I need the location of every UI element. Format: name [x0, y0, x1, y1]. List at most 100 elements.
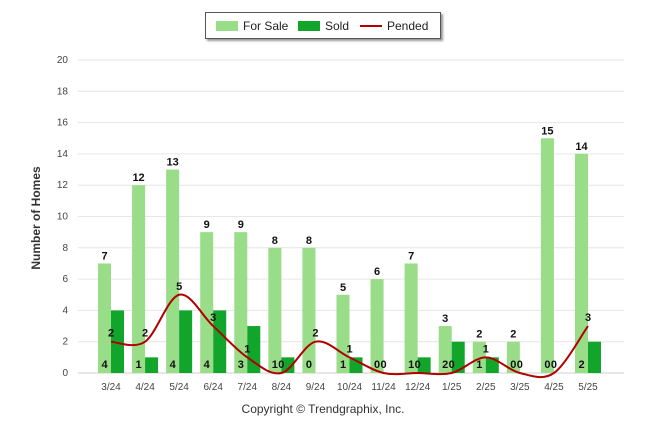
legend-label-sold: Sold [325, 19, 350, 33]
bar-sold [417, 357, 431, 373]
bar-for-sale [166, 169, 180, 373]
y-tick-label: 6 [62, 274, 68, 285]
legend-label-pended: Pended [387, 19, 429, 33]
x-tick-label: 5/24 [169, 382, 189, 393]
data-label-sold: 1 [408, 359, 414, 371]
x-tick-label: 1/25 [442, 382, 462, 393]
data-label-pended: 1 [483, 343, 489, 355]
data-label-for-sale: 8 [306, 235, 312, 247]
y-tick-label: 4 [62, 305, 68, 316]
data-label-pended: 3 [585, 312, 591, 324]
bar-for-sale [336, 294, 350, 373]
data-label-sold: 2 [442, 359, 448, 371]
data-label-pended: 0 [517, 359, 523, 371]
bar-for-sale [132, 185, 146, 373]
data-label-sold: 0 [374, 359, 380, 371]
x-tick-label: 10/24 [337, 382, 362, 393]
x-tick-label: 4/25 [544, 382, 564, 393]
x-tick-label: 9/24 [306, 382, 326, 393]
bars [98, 138, 601, 373]
data-label-pended: 2 [142, 328, 148, 340]
data-label-sold: 4 [204, 359, 211, 371]
x-tick-label: 11/24 [371, 382, 396, 393]
bar-sold [588, 341, 601, 373]
bar-sold [247, 326, 261, 373]
data-label-for-sale: 3 [442, 313, 448, 325]
data-label-sold: 1 [476, 359, 482, 371]
data-label-pended: 0 [381, 359, 387, 371]
bar-for-sale [200, 232, 214, 373]
y-tick-label: 12 [57, 180, 69, 191]
bar-sold [145, 357, 159, 373]
legend: For Sale Sold Pended [205, 12, 441, 39]
bar-for-sale [234, 232, 248, 373]
data-label-for-sale: 8 [272, 235, 278, 247]
bar-for-sale [472, 341, 486, 373]
data-label-pended: 1 [346, 343, 352, 355]
x-axis-ticks: 3/24 4/24 5/24 6/24 7/24 8/24 9/24 10/24 11/24 12… [101, 382, 598, 393]
bar-for-sale [575, 153, 588, 373]
data-label-for-sale: 2 [510, 329, 516, 341]
data-label-for-sale: 15 [541, 125, 553, 137]
bar-for-sale [404, 263, 418, 373]
data-label-pended: 0 [415, 359, 421, 371]
legend-item-sold: Sold [298, 19, 349, 33]
data-label-for-sale: 7 [408, 250, 414, 262]
y-tick-label: 10 [57, 212, 69, 223]
y-axis-ticks: 0 2 4 6 8 10 12 14 16 18 20 [57, 55, 69, 379]
x-tick-label: 7/24 [238, 382, 258, 393]
data-label-sold: 1 [136, 359, 142, 371]
data-label-for-sale: 9 [238, 219, 244, 231]
data-label-pended: 5 [176, 281, 182, 293]
data-label-for-sale: 14 [575, 141, 588, 153]
y-tick-label: 8 [62, 243, 68, 254]
bar-for-sale [302, 247, 316, 373]
data-label-pended: 1 [244, 343, 250, 355]
x-tick-label: 3/24 [101, 382, 121, 393]
data-label-pended: 2 [108, 328, 114, 340]
data-label-sold: 1 [272, 359, 278, 371]
legend-swatch-sold [298, 21, 320, 31]
bar-for-sale [540, 138, 554, 373]
legend-swatch-pended [360, 25, 382, 27]
bar-sold [451, 341, 465, 373]
y-tick-label: 2 [62, 337, 68, 348]
data-label-sold: 0 [544, 359, 550, 371]
data-label-for-sale: 7 [101, 250, 107, 262]
data-label-pended: 2 [312, 328, 318, 340]
x-tick-label: 12/24 [405, 382, 430, 393]
bar-for-sale [98, 263, 111, 373]
data-label-sold: 0 [510, 359, 516, 371]
y-axis-title: Number of Homes [29, 166, 43, 270]
x-tick-label: 6/24 [203, 382, 223, 393]
data-label-sold: 0 [306, 359, 312, 371]
pended-line [110, 293, 589, 379]
data-label-for-sale: 9 [204, 219, 210, 231]
pended-line-path [110, 293, 589, 379]
legend-item-for-sale: For Sale [216, 19, 288, 33]
x-tick-label: 2/25 [476, 382, 496, 393]
data-label-pended: 3 [210, 312, 216, 324]
bar-sold [179, 310, 193, 373]
data-label-sold: 4 [170, 359, 177, 371]
data-label-sold: 3 [238, 359, 244, 371]
y-tick-label: 16 [57, 118, 69, 129]
bar-for-sale [438, 326, 452, 373]
data-label-sold: 1 [340, 359, 346, 371]
bar-sold [111, 310, 124, 373]
data-label-for-sale: 6 [374, 266, 380, 278]
bar-for-sale [506, 341, 520, 373]
bar-for-sale [370, 279, 384, 373]
data-label-sold: 2 [578, 359, 584, 371]
legend-swatch-for-sale [216, 21, 238, 31]
y-tick-label: 18 [57, 86, 69, 97]
copyright-text: Copyright © Trendgraphix, Inc. [241, 402, 405, 416]
data-label-pended: 0 [449, 359, 455, 371]
x-tick-label: 5/25 [578, 382, 598, 393]
legend-label-for-sale: For Sale [243, 19, 289, 33]
data-label-pended: 0 [551, 359, 557, 371]
bar-for-sale [268, 247, 282, 373]
legend-item-pended: Pended [360, 19, 428, 33]
